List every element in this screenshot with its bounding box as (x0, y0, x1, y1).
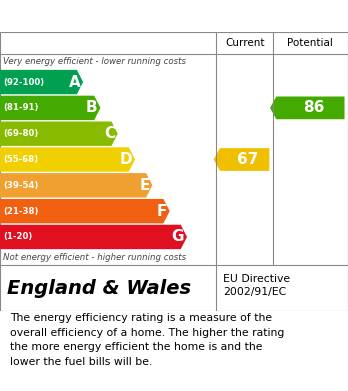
Text: Not energy efficient - higher running costs: Not energy efficient - higher running co… (3, 253, 187, 262)
Text: G: G (172, 230, 184, 244)
Text: Energy Efficiency Rating: Energy Efficiency Rating (10, 9, 232, 23)
Polygon shape (270, 97, 345, 119)
Text: (39-54): (39-54) (3, 181, 38, 190)
Polygon shape (0, 122, 118, 146)
Polygon shape (214, 148, 269, 171)
Text: A: A (69, 75, 80, 90)
Text: (1-20): (1-20) (3, 232, 32, 242)
Text: Current: Current (225, 38, 264, 48)
Polygon shape (0, 199, 170, 223)
Text: The energy efficiency rating is a measure of the
overall efficiency of a home. T: The energy efficiency rating is a measur… (10, 314, 285, 367)
Text: England & Wales: England & Wales (7, 278, 191, 298)
Polygon shape (0, 96, 101, 120)
Text: C: C (104, 126, 115, 141)
Text: (69-80): (69-80) (3, 129, 38, 138)
Polygon shape (0, 147, 135, 172)
Text: 67: 67 (237, 152, 259, 167)
Polygon shape (0, 173, 152, 197)
Text: F: F (157, 204, 167, 219)
Polygon shape (0, 225, 187, 249)
Text: Potential: Potential (287, 38, 333, 48)
Text: (92-100): (92-100) (3, 77, 44, 86)
Text: EU Directive
2002/91/EC: EU Directive 2002/91/EC (223, 274, 291, 297)
Text: D: D (120, 152, 132, 167)
Text: 86: 86 (303, 100, 325, 115)
Polygon shape (0, 70, 83, 94)
Text: (55-68): (55-68) (3, 155, 38, 164)
Text: Very energy efficient - lower running costs: Very energy efficient - lower running co… (3, 57, 187, 66)
Text: (21-38): (21-38) (3, 206, 38, 215)
Text: (81-91): (81-91) (3, 103, 38, 112)
Text: E: E (139, 178, 150, 193)
Text: B: B (86, 100, 98, 115)
